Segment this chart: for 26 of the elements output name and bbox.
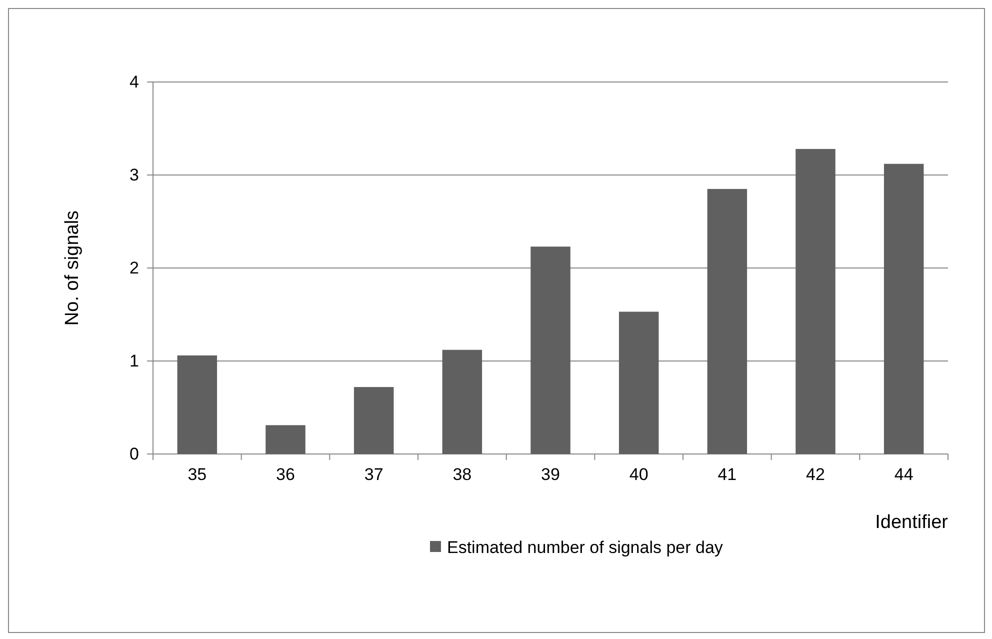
bar [618,312,659,454]
bar [884,164,924,454]
x-tick-label: 36 [276,465,295,484]
x-tick-label: 35 [188,465,207,484]
bar [354,387,394,454]
y-tick-label: 0 [130,444,139,464]
x-tick-label: 41 [718,465,737,484]
x-tick-label: 39 [541,465,560,484]
y-tick-label: 3 [130,165,139,184]
y-tick-label: 1 [130,351,139,370]
x-tick-label: 42 [806,465,825,484]
x-tick-label: 37 [364,465,384,484]
bar [707,188,748,454]
y-tick-label: 2 [130,258,139,278]
y-axis-title: No. of signals [62,210,83,326]
bar [442,350,482,454]
y-tick-label: 4 [130,72,139,92]
x-tick-label: 38 [452,465,472,484]
bar [177,355,218,454]
legend-label: Estimated number of signals per day [447,538,724,557]
x-axis-title: Identifier [875,512,949,533]
bar [530,246,570,454]
bar [796,148,836,454]
x-tick-label: 40 [629,465,648,484]
x-tick-label: 44 [894,465,914,484]
bar [266,425,306,454]
